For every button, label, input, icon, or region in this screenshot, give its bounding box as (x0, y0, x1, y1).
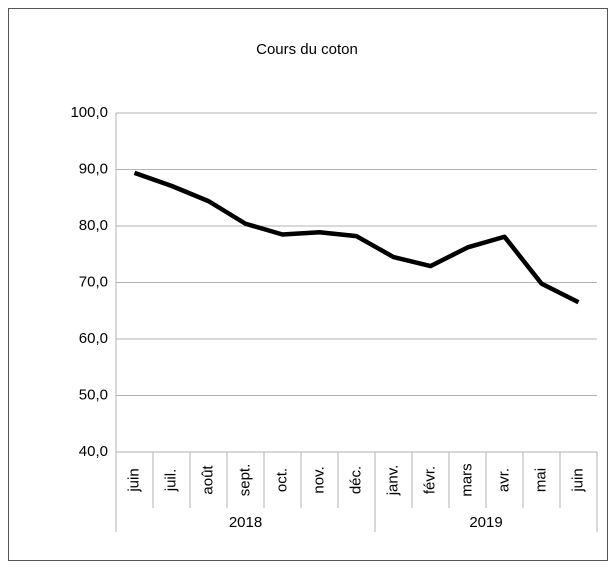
x-tick-label: août (199, 465, 216, 495)
y-tick-label: 40,0 (79, 443, 108, 460)
y-tick-label: 60,0 (79, 330, 108, 347)
chart-border (8, 8, 608, 561)
x-tick-label: juin (125, 468, 142, 492)
x-tick-label: oct. (273, 468, 290, 492)
y-tick-label: 70,0 (79, 273, 108, 290)
x-tick-label: avr. (495, 468, 512, 492)
x-tick-label: mai (532, 468, 549, 492)
x-tick-label: sept. (236, 464, 253, 497)
x-tick-label: juin (569, 468, 586, 492)
y-tick-label: 50,0 (79, 386, 108, 403)
y-tick-label: 90,0 (79, 160, 108, 177)
x-tick-label: févr. (421, 466, 438, 494)
x-tick-label: janv. (384, 465, 401, 497)
x-tick-label: mars (458, 463, 475, 496)
x-tick-label: déc. (347, 466, 364, 494)
x-group-label: 2019 (469, 514, 502, 531)
y-tick-label: 100,0 (70, 104, 108, 121)
line-series (133, 170, 580, 305)
chart-title: Cours du coton (256, 41, 358, 58)
x-group-label: 2018 (229, 514, 262, 531)
x-tick-label: nov. (310, 466, 327, 493)
y-tick-label: 80,0 (79, 217, 108, 234)
x-tick-label: juil. (162, 469, 179, 493)
